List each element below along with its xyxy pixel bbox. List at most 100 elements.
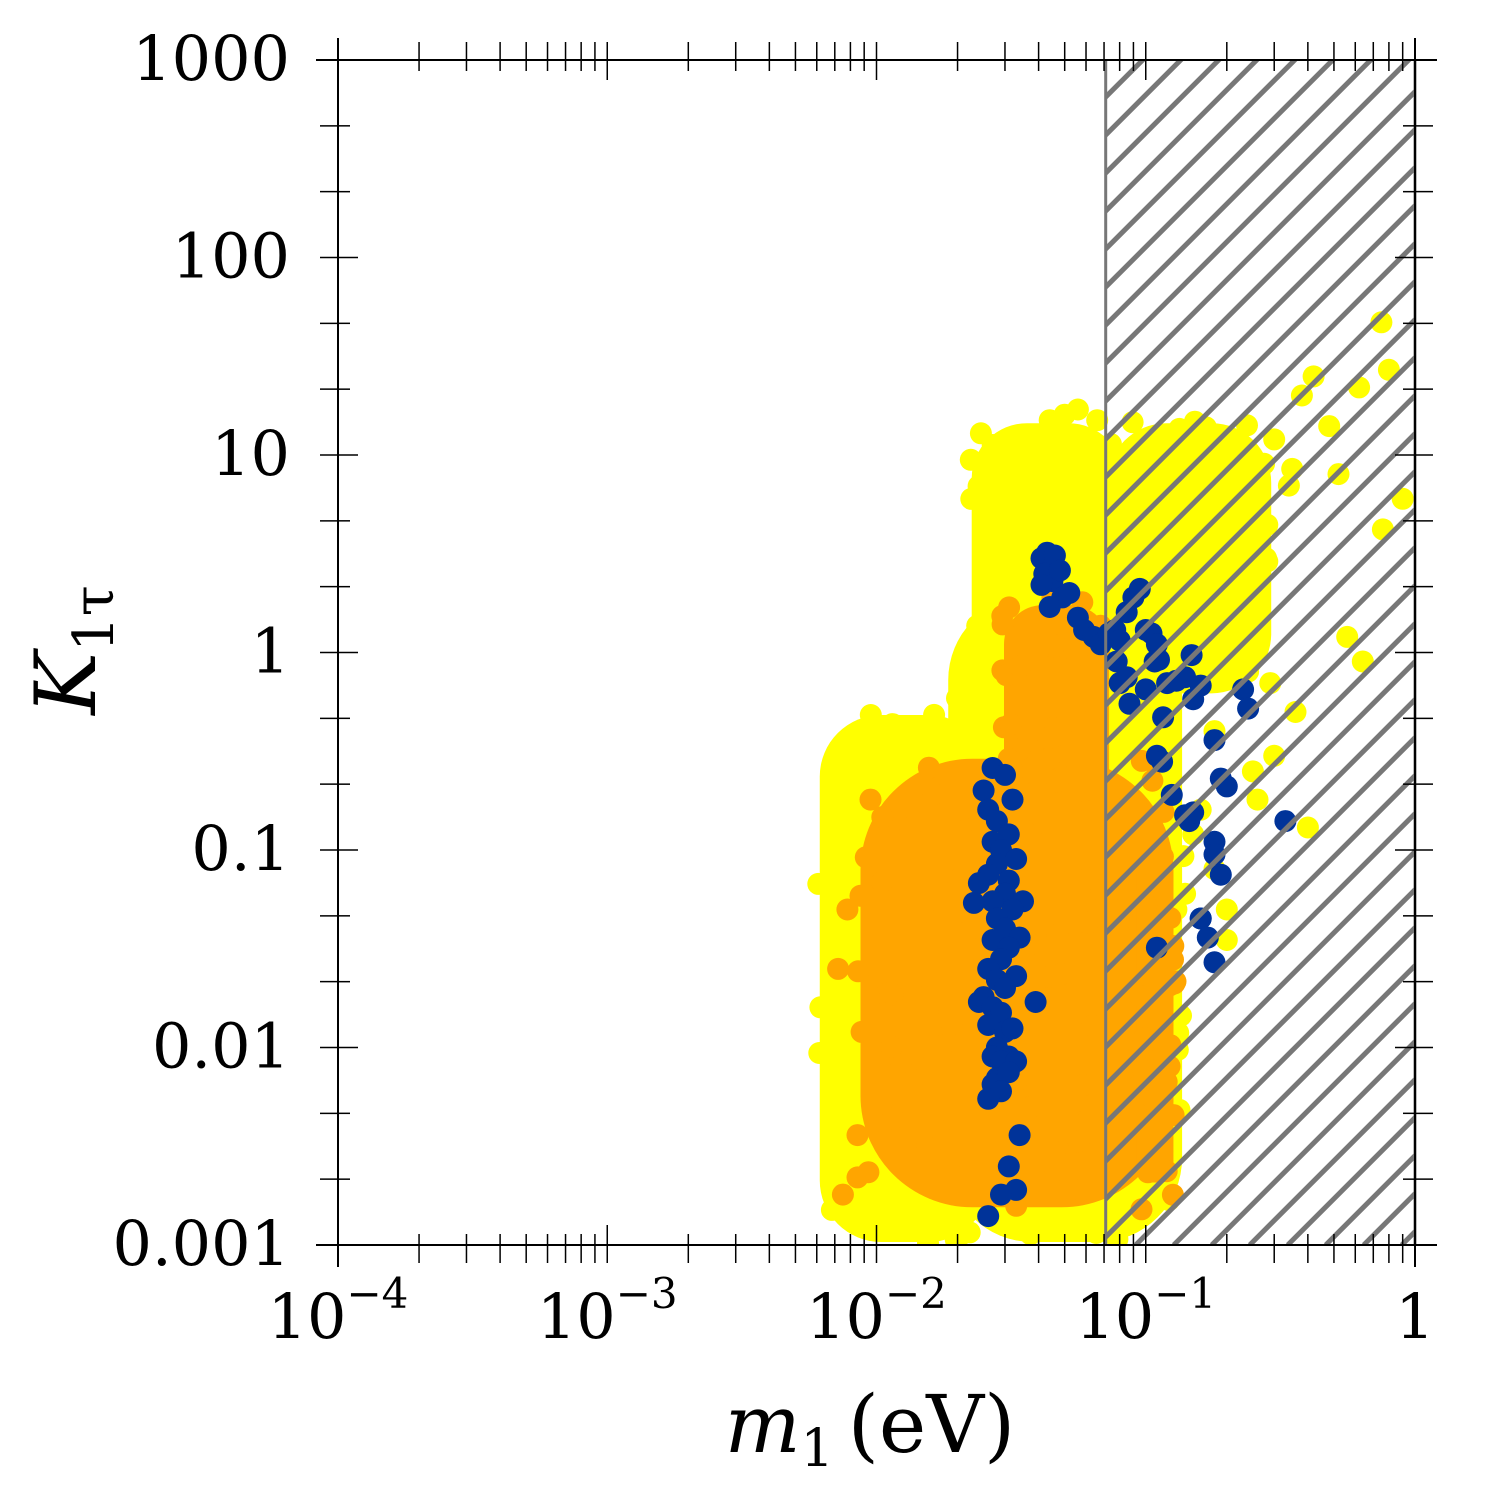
series-1-point bbox=[999, 713, 1022, 736]
hatch-line bbox=[1105, 810, 1415, 1127]
series-2-point bbox=[1001, 1017, 1024, 1040]
series-0-point bbox=[1117, 729, 1140, 752]
series-0-point bbox=[809, 996, 832, 1019]
series-0-point bbox=[958, 1221, 981, 1244]
series-1-point bbox=[1037, 1170, 1060, 1193]
series-0-point bbox=[850, 771, 873, 794]
hatch-line bbox=[1105, 60, 1413, 367]
hatch-line bbox=[1105, 924, 1415, 1241]
series-0-point bbox=[962, 682, 985, 704]
series-1-point bbox=[1065, 644, 1088, 667]
series-0-point bbox=[891, 1209, 914, 1232]
series-1-point bbox=[934, 1128, 957, 1151]
y-tick-label: 0.01 bbox=[152, 1010, 290, 1083]
y-axis-title: K1τ bbox=[17, 585, 127, 716]
series-2-point bbox=[977, 1205, 1000, 1228]
series-0-point bbox=[1085, 550, 1107, 573]
series-2-point bbox=[962, 891, 985, 914]
series-2-point bbox=[972, 779, 995, 802]
series-0-point bbox=[1200, 545, 1223, 568]
series-1-point bbox=[927, 1099, 950, 1122]
series-1-point bbox=[1036, 965, 1059, 988]
series-1-point bbox=[870, 871, 893, 893]
series-2-point bbox=[1160, 783, 1183, 806]
axes bbox=[316, 38, 1437, 1267]
hatch-line bbox=[1105, 544, 1415, 861]
x-tick-label: 10−3 bbox=[537, 1269, 678, 1353]
series-2-point bbox=[994, 977, 1016, 999]
series-2-point bbox=[1008, 1124, 1031, 1147]
series-1-point bbox=[1064, 1090, 1087, 1113]
series-2-point bbox=[1152, 706, 1175, 729]
series-2-point bbox=[994, 763, 1016, 786]
series-2-point bbox=[1115, 666, 1138, 689]
series-0-point bbox=[1200, 640, 1223, 663]
series-0-point bbox=[1246, 788, 1269, 811]
series-2-point bbox=[1038, 596, 1061, 618]
series-2-point bbox=[990, 1183, 1012, 1206]
series-1-point bbox=[916, 1136, 939, 1159]
series-1-point bbox=[1020, 1095, 1043, 1118]
series-1-point bbox=[1072, 847, 1095, 870]
series-0-point bbox=[1237, 471, 1259, 494]
hatch-line bbox=[1105, 468, 1415, 785]
series-2-point bbox=[1189, 907, 1212, 930]
series-2-point bbox=[1237, 697, 1260, 720]
series-0-point bbox=[923, 703, 946, 726]
hatch-line bbox=[1105, 848, 1415, 1165]
series-0-point bbox=[1237, 573, 1260, 596]
series-1-point bbox=[917, 756, 940, 779]
hatch-line bbox=[1105, 60, 1375, 329]
series-0-point bbox=[1065, 529, 1087, 552]
series-1-point bbox=[1056, 870, 1079, 893]
series-0-point bbox=[1222, 496, 1245, 519]
series-1-point bbox=[913, 985, 936, 1008]
series-1-point bbox=[1081, 1014, 1104, 1037]
series-1-point bbox=[1071, 1074, 1094, 1097]
x-axis-title: m1 (eV) bbox=[725, 1378, 1016, 1479]
y-tick-label: 0.1 bbox=[191, 812, 290, 885]
series-0-point bbox=[1247, 495, 1270, 518]
series-2-point bbox=[1209, 863, 1232, 886]
hatch-line bbox=[1133, 962, 1415, 1245]
series-2-point bbox=[1128, 577, 1151, 600]
series-0-point bbox=[1087, 572, 1110, 595]
series-2-point bbox=[977, 1014, 1000, 1036]
series-1-point bbox=[940, 1013, 963, 1036]
hatch-line bbox=[1105, 354, 1415, 671]
series-1-point bbox=[831, 1183, 854, 1206]
y-tick-label: 0.001 bbox=[113, 1207, 291, 1280]
series-1-point bbox=[1132, 1059, 1155, 1082]
series-0-point bbox=[807, 872, 830, 895]
series-0-point bbox=[1170, 1004, 1192, 1027]
series-0-point bbox=[1195, 460, 1218, 483]
series-0-point bbox=[1003, 545, 1026, 568]
series-2-point bbox=[997, 1061, 1020, 1084]
series-2-point bbox=[1118, 692, 1141, 715]
hatch-line bbox=[1105, 582, 1415, 899]
series-0-point bbox=[1318, 415, 1341, 438]
hatch-line bbox=[1105, 506, 1415, 823]
series-0-point bbox=[1336, 625, 1359, 648]
series-1-point bbox=[879, 981, 902, 1004]
x-tick-label: 10−2 bbox=[806, 1269, 947, 1353]
series-1-point bbox=[1042, 633, 1065, 656]
series-1-point bbox=[1064, 730, 1087, 753]
tick-labels: 0.001 0.01 0.1 1 10 100 1000 10−4 10−3 10−2 10−1 1 bbox=[113, 22, 1435, 1353]
hatch-line bbox=[1105, 60, 1337, 291]
series-0-point bbox=[1237, 660, 1260, 683]
y-tick-label: 1 bbox=[251, 615, 290, 688]
series-1-point bbox=[1037, 748, 1060, 771]
series-1-point bbox=[847, 960, 870, 983]
hatch-line bbox=[1105, 886, 1415, 1203]
series-0-point bbox=[1001, 429, 1024, 452]
series-1-point bbox=[960, 937, 983, 960]
series-0-point bbox=[917, 1231, 939, 1245]
series-0-point bbox=[808, 1042, 831, 1064]
series-0-point bbox=[1084, 464, 1107, 487]
series-1-point bbox=[947, 868, 969, 891]
series-2-point bbox=[1005, 848, 1028, 870]
series-0-point bbox=[1296, 816, 1319, 839]
series-0-point bbox=[1066, 398, 1089, 421]
